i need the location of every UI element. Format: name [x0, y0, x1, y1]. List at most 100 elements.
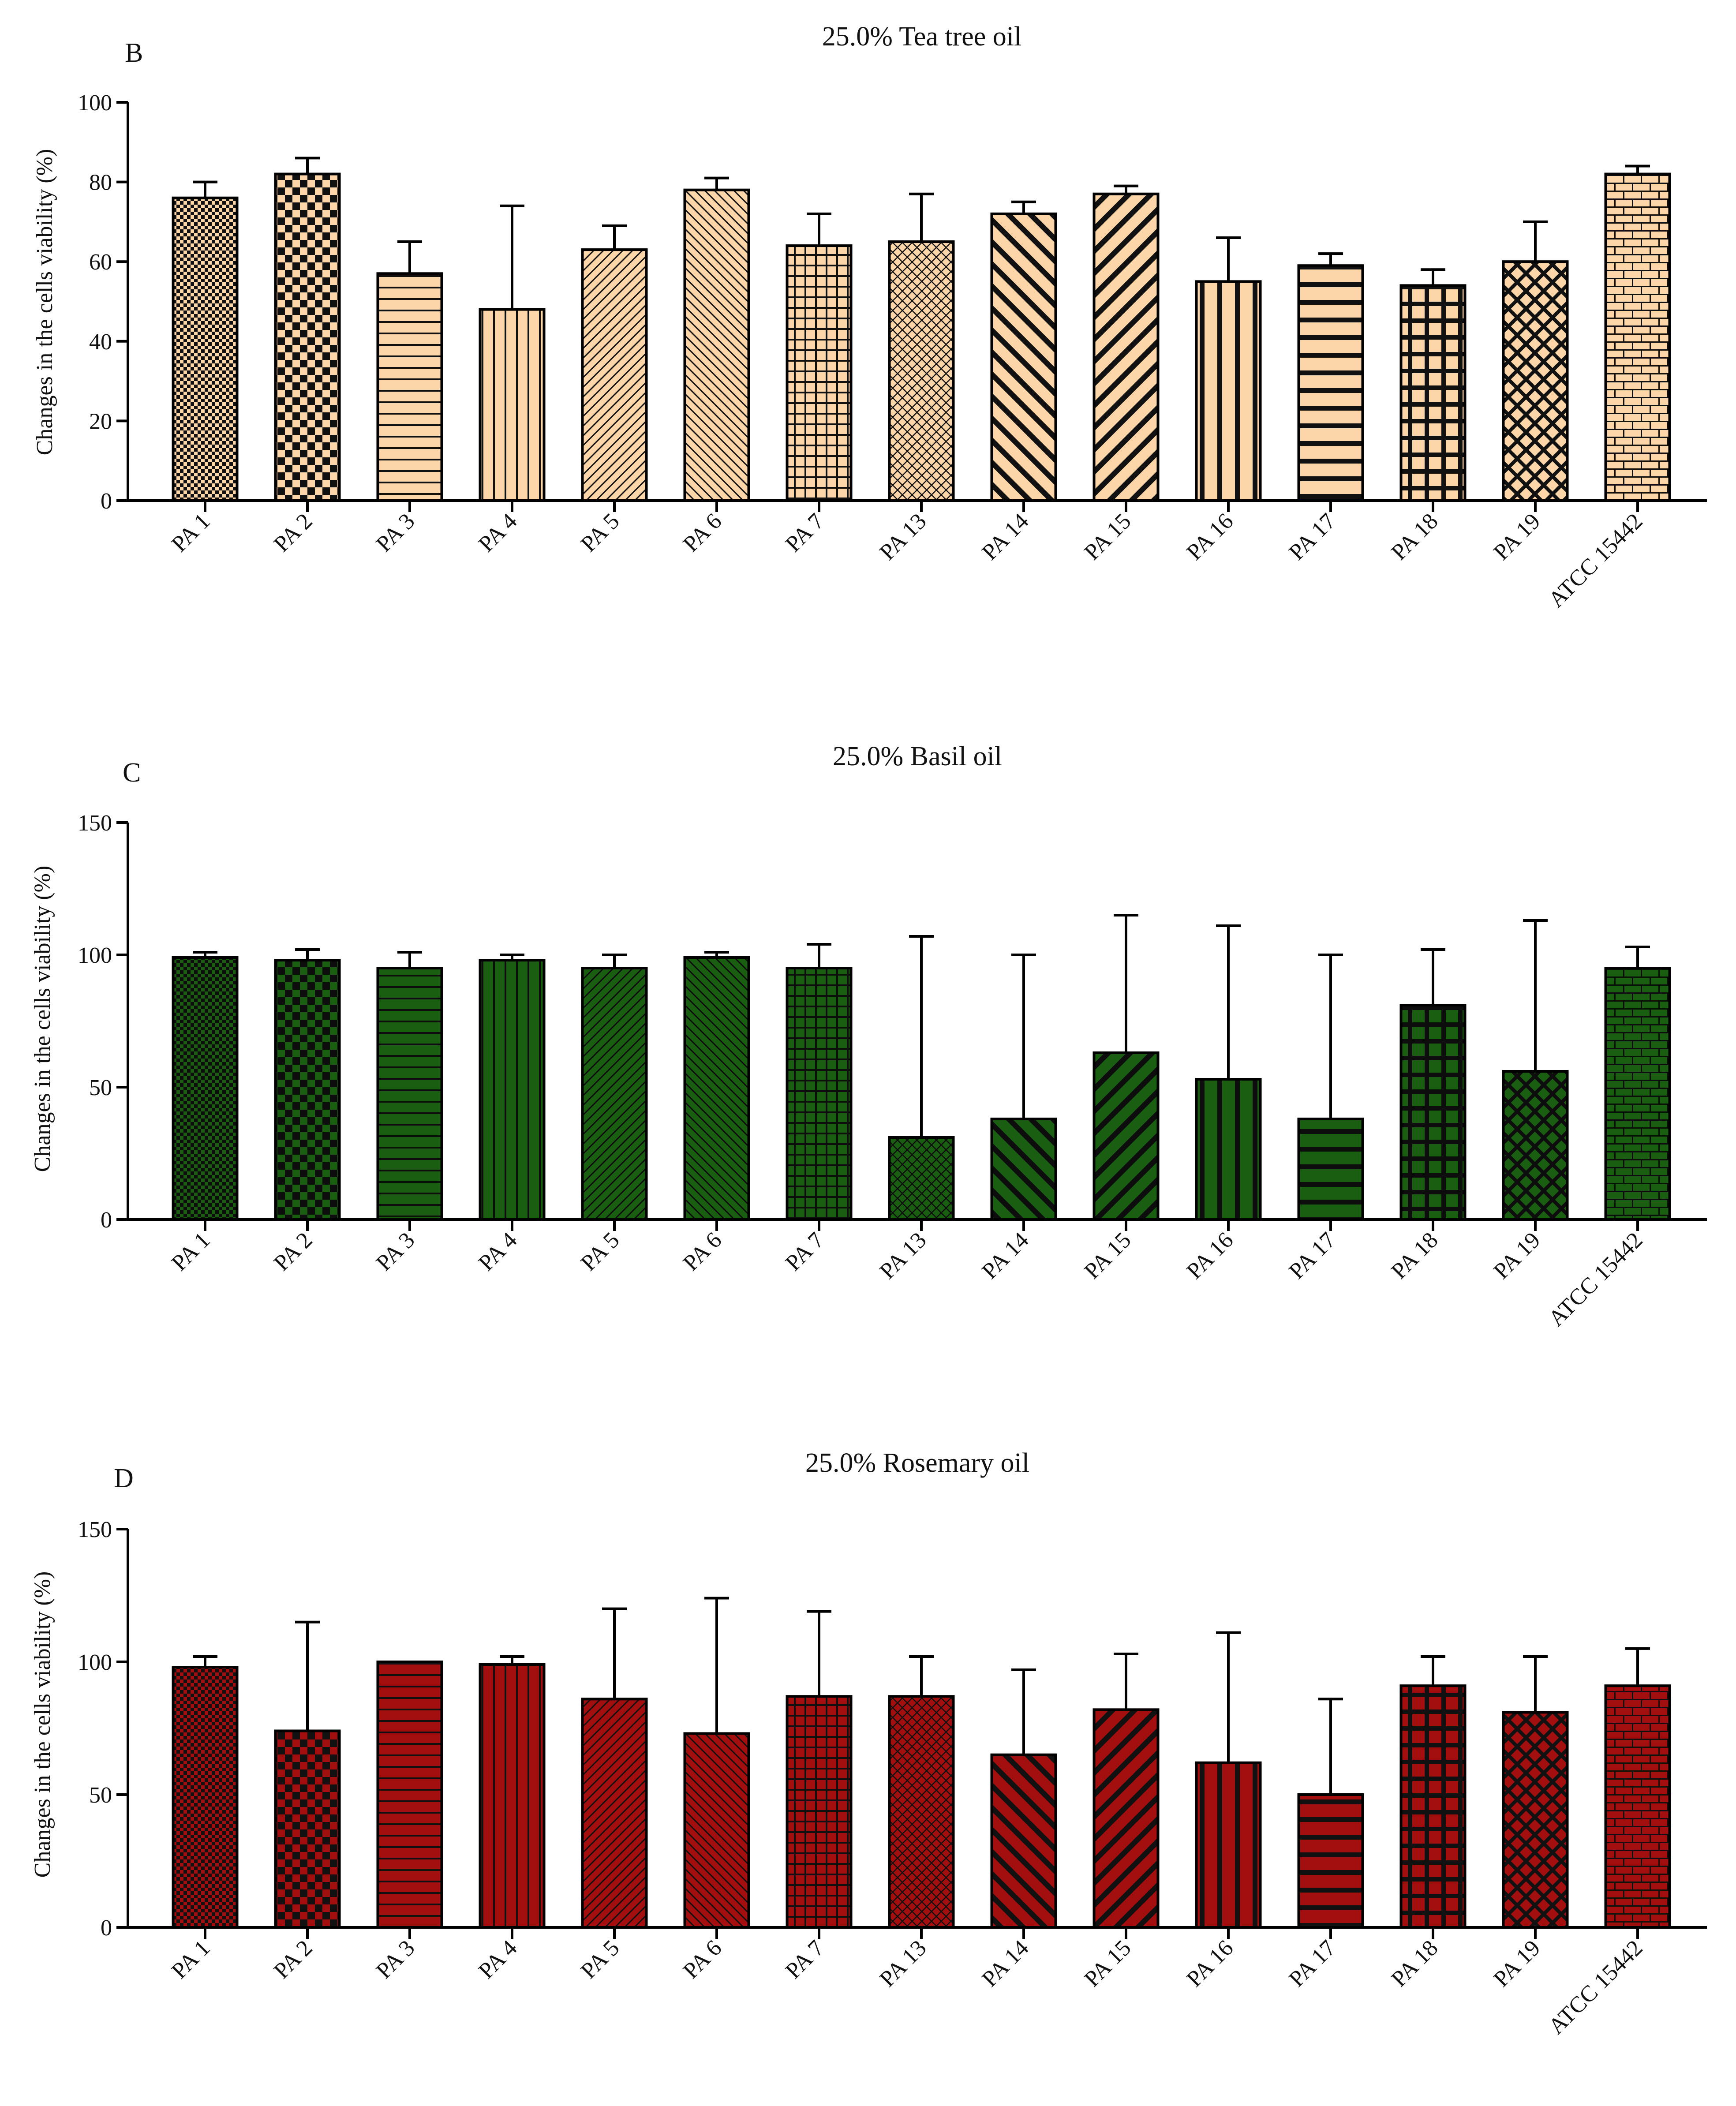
x-tick-label: PA 3: [371, 1935, 419, 1983]
bar-group: [172, 951, 239, 1221]
y-axis-label: Changes in the cells viability (%): [30, 866, 55, 1172]
bar-group: [1092, 1652, 1160, 1929]
y-tick-label: 150: [78, 1517, 112, 1542]
bar: [1502, 1711, 1569, 1929]
chart-title-basil-oil: 25.0% Basil oil: [833, 741, 1002, 771]
y-axis-label: Changes in the cells viability (%): [32, 149, 57, 456]
y-tick-label: 0: [101, 1915, 112, 1941]
bar: [274, 1729, 341, 1929]
bar: [888, 1695, 955, 1929]
bar: [172, 956, 239, 1221]
x-tick-label: PA 4: [474, 509, 522, 557]
bar: [1195, 1761, 1262, 1929]
bar: [1604, 1684, 1671, 1929]
bar: [274, 959, 341, 1221]
x-tick-label: PA 5: [576, 1227, 624, 1276]
y-tick-label: 100: [78, 90, 112, 116]
x-tick-label: PA 7: [781, 1227, 829, 1276]
bar: [1399, 1684, 1467, 1929]
x-tick-label: PA 1: [167, 509, 215, 557]
y-axis-label: Changes in the cells viability (%): [30, 1571, 55, 1878]
x-tick-label: PA 4: [474, 1935, 522, 1983]
x-tick-label: PA 3: [371, 1227, 419, 1276]
bar: [1399, 284, 1467, 502]
bar-group: [683, 1597, 750, 1929]
x-tick-label: PA 18: [1387, 509, 1443, 565]
bar: [990, 212, 1057, 502]
bar: [1195, 280, 1262, 502]
x-tick-label: PA 14: [977, 1935, 1034, 1992]
x-tick-label: PA 3: [371, 509, 419, 557]
bar-group: [1604, 165, 1671, 502]
bar: [786, 967, 853, 1221]
x-tick-label: PA 13: [875, 509, 932, 565]
x-tick-label: PA 6: [678, 1227, 726, 1276]
x-tick-label: PA 15: [1080, 1227, 1136, 1284]
bar-group: [888, 935, 955, 1221]
bar: [1502, 1070, 1569, 1221]
bar-group: [1195, 924, 1262, 1221]
bar-group: [172, 180, 239, 502]
bar-group: [683, 951, 750, 1221]
bar-group: [1195, 236, 1262, 502]
panel-letter-c: C: [123, 758, 141, 788]
x-tick-label: ATCC 15442: [1544, 1935, 1647, 2039]
bar: [786, 244, 853, 502]
bar-group: [1604, 1647, 1671, 1929]
y-tick-label: 150: [78, 811, 112, 836]
x-tick-label: PA 18: [1387, 1935, 1443, 1992]
plot-area: 0 20 40 60 80 100 PA 1 PA 2 PA 3 PA 4 PA 5 PA 6 PA 7…: [78, 90, 1707, 613]
x-tick-label: PA 13: [875, 1227, 932, 1284]
chart-title-rosemary-oil: 25.0% Rosemary oil: [805, 1448, 1029, 1478]
x-tick-label: PA 16: [1182, 1227, 1238, 1284]
bar-group: [990, 954, 1057, 1221]
bar: [479, 308, 546, 502]
panel-letter-d: D: [114, 1463, 134, 1493]
bar-group: [1502, 1655, 1569, 1929]
bar-group: [581, 954, 648, 1221]
bar-group: [683, 176, 750, 502]
x-tick-label: PA 5: [576, 509, 624, 557]
bar: [581, 967, 648, 1221]
bar-group: [1502, 220, 1569, 502]
bar-group: [1604, 946, 1671, 1221]
x-tick-label: PA 1: [167, 1935, 215, 1983]
x-tick-label: PA 15: [1080, 509, 1136, 565]
bar-group: [1297, 252, 1364, 502]
bar-group: [888, 1655, 955, 1929]
bar-group: [786, 943, 853, 1221]
y-tick-label: 50: [89, 1075, 112, 1100]
x-tick-label: PA 19: [1489, 509, 1545, 565]
x-tick-label: PA 6: [678, 509, 726, 557]
x-tick-label: PA 6: [678, 1935, 726, 1983]
bar-group: [1297, 954, 1364, 1221]
plot-area: 0 50 100 150 PA 1 PA 2 PA 3 PA 4 PA 5 PA 6 PA 7 PA …: [78, 1517, 1707, 2039]
bar: [990, 1753, 1057, 1929]
y-tick-label: 100: [78, 1650, 112, 1675]
bar-group: [786, 1610, 853, 1929]
bar: [683, 956, 750, 1221]
bar-group: [990, 1668, 1057, 1929]
bar-group: [1502, 919, 1569, 1221]
bar-group: [376, 1661, 443, 1929]
bar: [1092, 192, 1160, 502]
x-tick-label: PA 14: [977, 509, 1034, 565]
bar: [376, 1661, 443, 1929]
x-tick-label: PA 7: [781, 509, 829, 557]
x-tick-label: PA 17: [1284, 1935, 1341, 1992]
bar: [581, 248, 648, 502]
x-tick-label: PA 16: [1182, 1935, 1238, 1992]
chart-title-tea-tree-oil: 25.0% Tea tree oil: [822, 22, 1021, 52]
bar-group: [1399, 1655, 1467, 1929]
bar: [683, 188, 750, 502]
bar-group: [1092, 914, 1160, 1221]
x-tick-label: PA 5: [576, 1935, 624, 1983]
bar: [1297, 1793, 1364, 1929]
y-tick-label: 40: [89, 329, 112, 355]
bar-group: [376, 240, 443, 502]
x-tick-label: PA 2: [269, 1935, 317, 1983]
bar-group: [990, 200, 1057, 502]
bar: [1092, 1051, 1160, 1221]
bar-group: [376, 951, 443, 1221]
